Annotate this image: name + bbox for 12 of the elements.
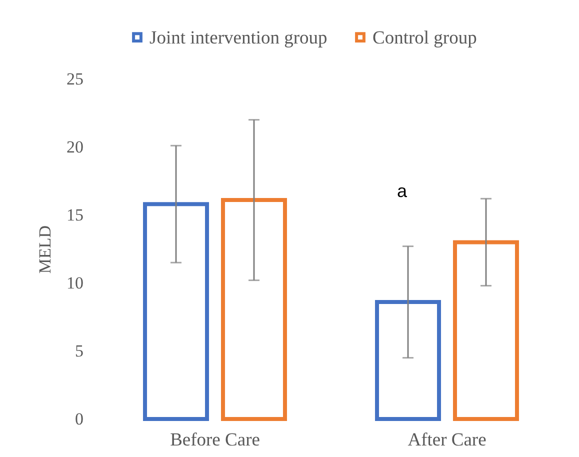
y-tick-label: 0 <box>75 410 84 428</box>
y-tick-label: 20 <box>66 138 84 156</box>
annotation: a <box>396 181 408 201</box>
y-axis-title: MELD <box>36 225 54 274</box>
legend-label: Joint intervention group <box>150 28 328 48</box>
legend-label: Control group <box>372 28 477 48</box>
y-tick-label: 15 <box>66 206 84 224</box>
y-tick-label: 5 <box>75 342 84 360</box>
x-tick-label: After Care <box>408 430 486 450</box>
x-tick-label: Before Care <box>170 430 260 450</box>
y-tick-label: 25 <box>66 70 84 88</box>
y-tick-label: 10 <box>66 274 84 292</box>
